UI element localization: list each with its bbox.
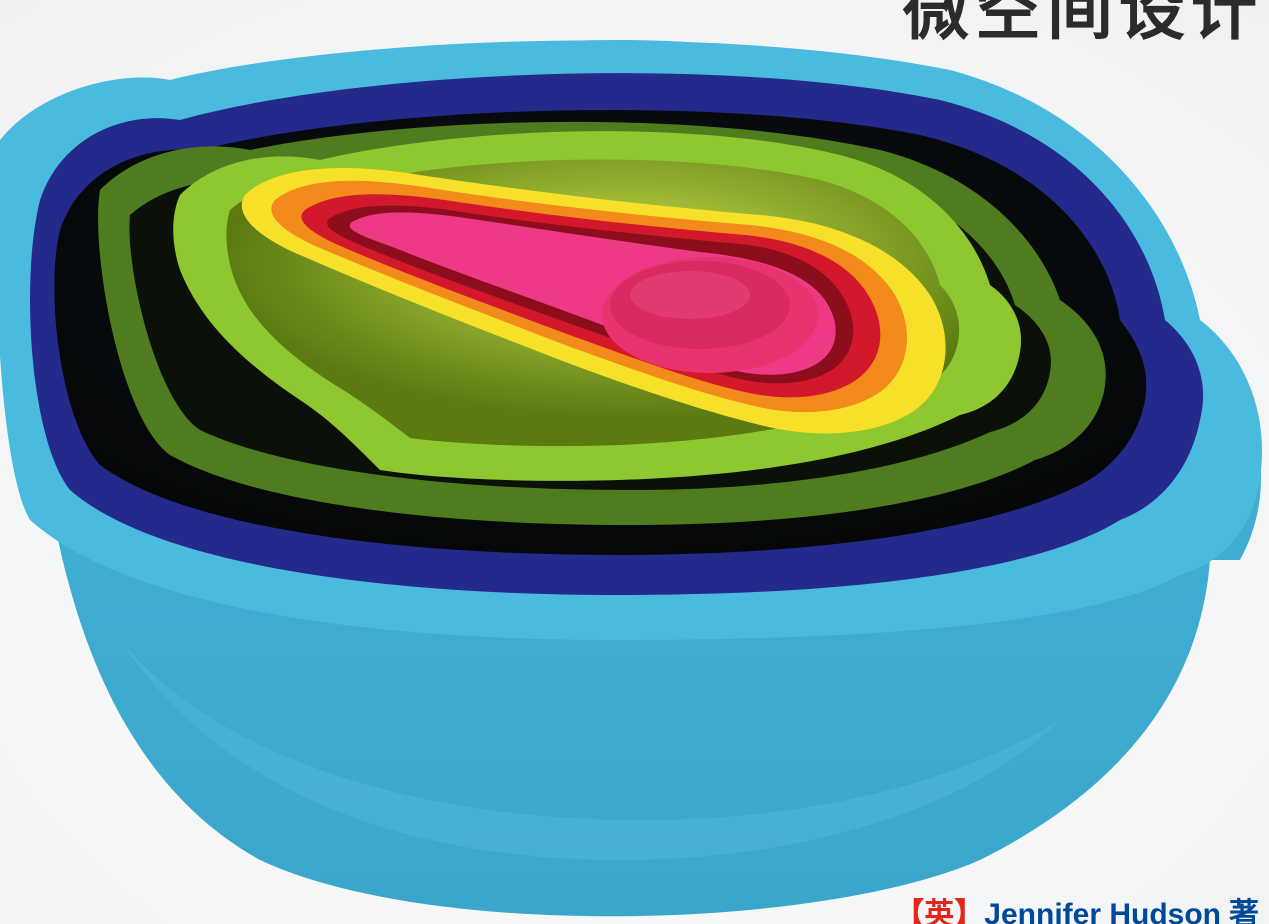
author-role: 著 xyxy=(1229,898,1259,924)
author-name: Jennifer Hudson xyxy=(984,898,1221,924)
spoon-bowl-highlight xyxy=(630,271,750,319)
bowl-highlight xyxy=(120,640,1060,860)
author-nationality: 【英】 xyxy=(894,898,985,924)
author-credit: 【英】Jennifer Hudson 著 xyxy=(894,900,1259,924)
book-title: 微空间设计 xyxy=(903,0,1263,49)
